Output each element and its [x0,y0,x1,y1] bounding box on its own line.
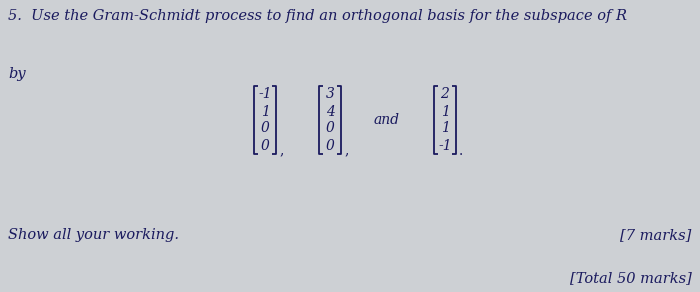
Text: [7 marks]: [7 marks] [620,228,692,242]
Text: 5.  Use the Gram-Schmidt process to find an orthogonal basis for the subspace of: 5. Use the Gram-Schmidt process to find … [8,9,627,23]
Text: -1: -1 [258,88,272,102]
Text: 4: 4 [326,105,335,119]
Text: 2: 2 [440,88,449,102]
Text: ,: , [344,144,349,158]
Text: Show all your working.: Show all your working. [8,228,179,242]
Text: 1: 1 [440,105,449,119]
Text: [Total 50 marks]: [Total 50 marks] [570,272,692,286]
Text: ,: , [279,144,284,158]
Text: 0: 0 [326,121,335,135]
Text: -1: -1 [438,138,452,152]
Text: .: . [459,144,463,158]
Text: 0: 0 [260,121,270,135]
Text: 1: 1 [260,105,270,119]
Text: 1: 1 [440,121,449,135]
Text: 0: 0 [326,138,335,152]
Text: and: and [374,113,400,127]
Text: 3: 3 [326,88,335,102]
Text: 0: 0 [260,138,270,152]
Text: by: by [8,67,26,81]
